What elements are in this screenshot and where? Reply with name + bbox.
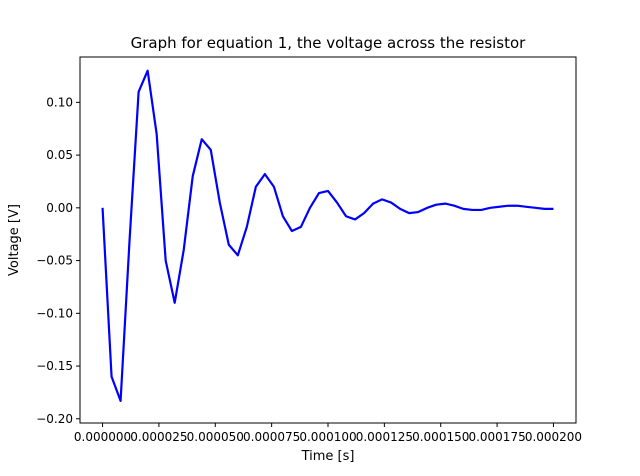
- x-tick-label: 0.000025: [130, 430, 187, 444]
- y-tick-label: −0.20: [36, 412, 73, 426]
- series-line-0: [101, 69, 554, 402]
- plot-frame: [79, 56, 577, 424]
- x-tick-label: 0.000125: [356, 430, 413, 444]
- x-tick-label: 0.000150: [412, 430, 469, 444]
- y-tick-label: −0.10: [36, 306, 73, 320]
- y-axis-ticks: −0.20 −0.15 −0.10 −0.05 0.00 0.05 0.10: [36, 95, 80, 426]
- x-axis-ticks: 0.000000 0.000025 0.000050 0.000075 0.000100…: [74, 423, 582, 444]
- y-axis-label: Voltage [V]: [7, 204, 22, 276]
- x-tick-label: 0.000075: [243, 430, 300, 444]
- x-tick-label: 0.000175: [468, 430, 525, 444]
- y-tick-label: 0.10: [46, 95, 73, 109]
- x-tick-label: 0.000000: [74, 430, 131, 444]
- y-tick-label: −0.15: [36, 359, 73, 373]
- x-axis-label: Time [s]: [301, 449, 355, 464]
- y-tick-label: 0.05: [46, 148, 73, 162]
- y-tick-label: −0.05: [36, 254, 73, 268]
- x-tick-label: 0.000200: [525, 430, 582, 444]
- chart-title: Graph for equation 1, the voltage across…: [131, 34, 527, 52]
- x-tick-label: 0.000100: [299, 430, 356, 444]
- y-tick-label: 0.00: [46, 201, 73, 215]
- plot-layer: [101, 69, 554, 402]
- x-tick-label: 0.000050: [187, 430, 244, 444]
